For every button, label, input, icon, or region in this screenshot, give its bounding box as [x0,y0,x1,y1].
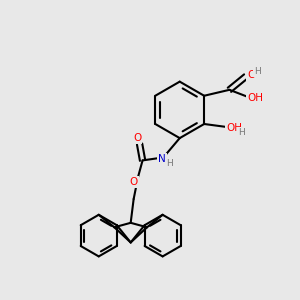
Text: O: O [247,70,255,80]
Text: N: N [158,154,166,164]
Text: H: H [166,160,173,169]
Text: O: O [133,133,141,143]
Text: H: H [254,68,260,76]
Text: H: H [238,128,245,137]
Text: O: O [130,177,138,187]
Text: OH: OH [226,123,242,133]
Text: OH: OH [247,93,263,103]
